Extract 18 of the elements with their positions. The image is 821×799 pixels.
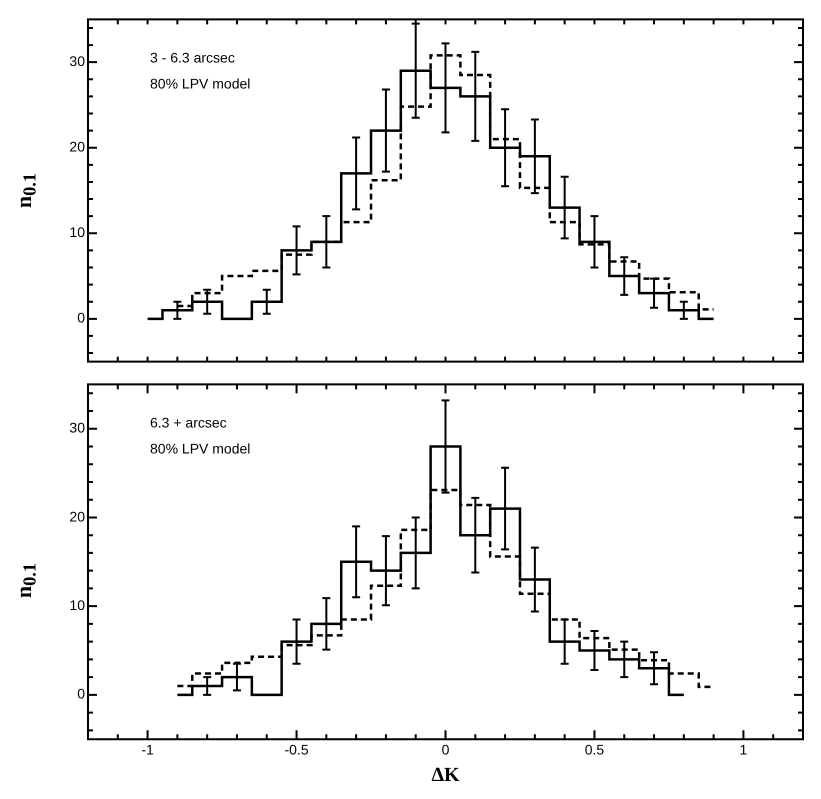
y-tick-label: 30 [69,53,86,70]
annotation: 3 - 6.3 arcsec [150,49,235,66]
y-tick-label: 20 [69,508,86,524]
x-tick-label: 0 [442,741,450,758]
x-axis-title: ΔK [431,764,460,786]
y-tick-label: 20 [69,138,86,155]
x-tick-label: 0.5 [584,741,604,758]
y-tick-label: 0 [77,310,86,326]
x-tick-label: -1 [141,741,154,758]
annotation: 6.3 + arcsec [150,414,227,430]
y-tick-label: 10 [69,224,86,240]
x-tick-label: 1 [740,741,748,758]
annotation: 80% LPV model [150,440,250,456]
annotation: 80% LPV model [150,75,250,92]
y-tick-label: 0 [77,686,86,702]
x-tick-label: -0.5 [284,741,309,758]
y-tick-label: 10 [69,597,86,614]
y-tick-label: 30 [69,420,86,436]
